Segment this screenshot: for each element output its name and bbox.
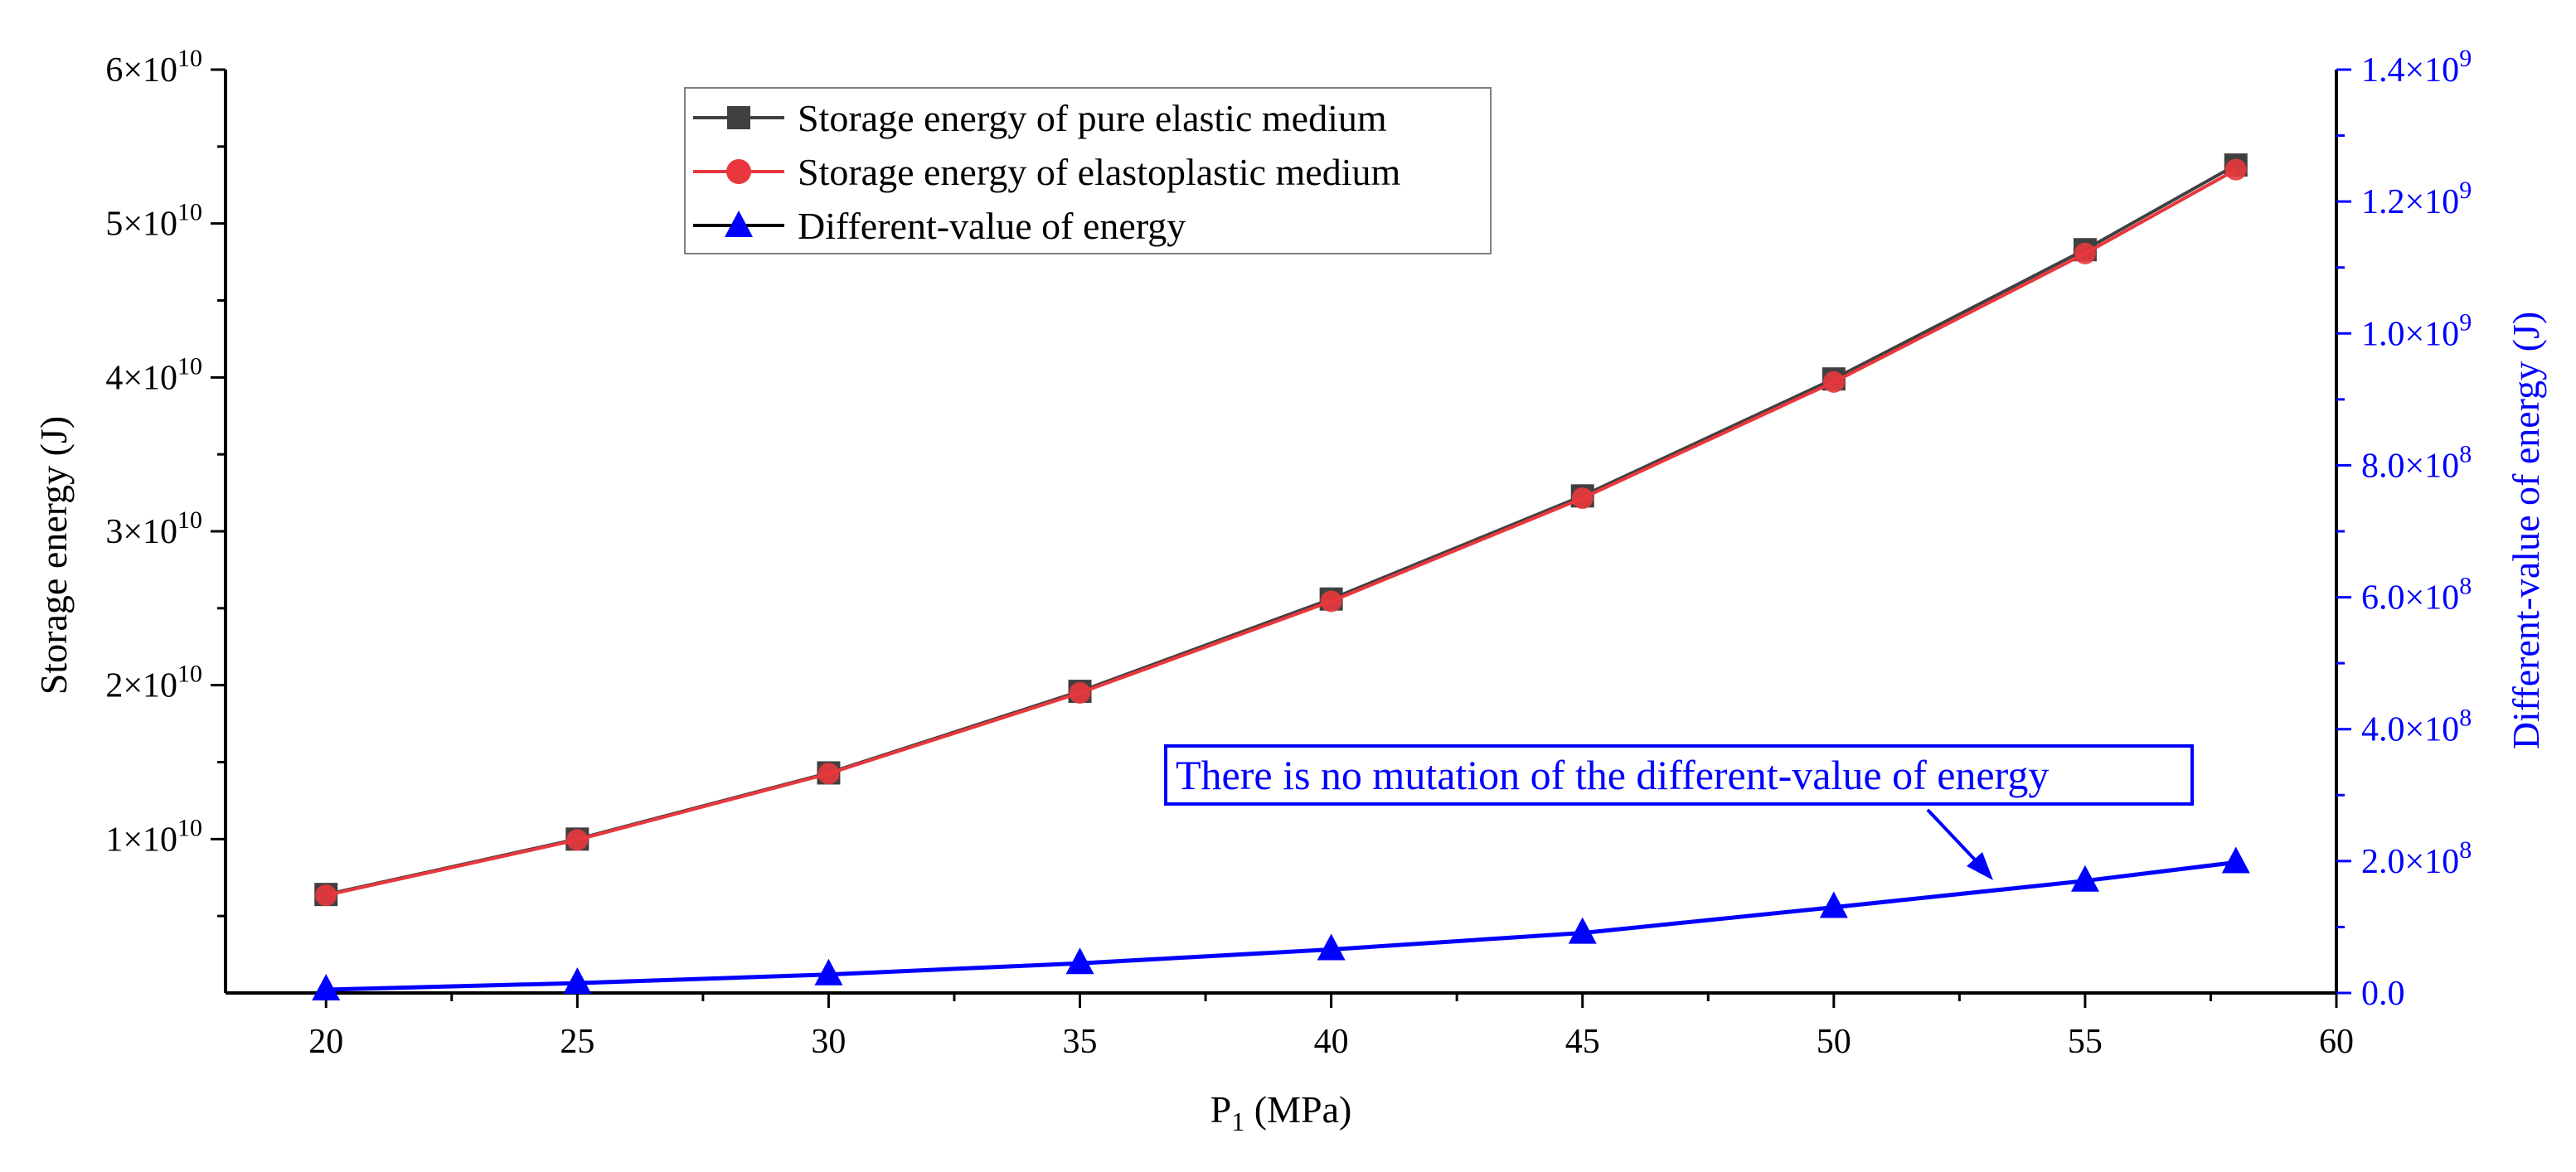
left-y-tick-label: 2×1010 bbox=[105, 661, 202, 705]
x-tick-label: 35 bbox=[1063, 1023, 1098, 1061]
annotation-arrow-head bbox=[1967, 852, 1993, 880]
triangle-marker bbox=[312, 974, 341, 1001]
left-y-tick-label: 3×1010 bbox=[105, 506, 202, 551]
left-y-axis-ticks: 1×1010 2×1010 3×1010 4×1010 5×1010 6×1010 bbox=[105, 45, 226, 918]
triangle-marker bbox=[2070, 864, 2099, 892]
circle-marker bbox=[315, 884, 337, 907]
x-tick-label: 45 bbox=[1565, 1023, 1600, 1061]
triangle-marker bbox=[1819, 891, 1848, 918]
legend-label-difference: Different-value of energy bbox=[798, 205, 1186, 247]
series-line bbox=[326, 860, 2237, 992]
series-2 bbox=[315, 158, 2247, 907]
legend-label-elastoplastic: Storage energy of elastoplastic medium bbox=[798, 151, 1401, 193]
x-axis-ticks: 20 25 30 35 40 45 50 55 60 bbox=[308, 993, 2354, 1061]
right-y-tick-label: 6.0×108 bbox=[2361, 573, 2472, 617]
right-y-tick-label: 0.0 bbox=[2361, 975, 2405, 1013]
circle-marker bbox=[1069, 681, 1091, 704]
x-tick-label: 50 bbox=[1817, 1023, 1851, 1061]
series-layer bbox=[312, 153, 2250, 1001]
right-y-tick-label: 4.0×108 bbox=[2361, 705, 2472, 749]
right-y-tick-label: 8.0×108 bbox=[2361, 440, 2472, 485]
x-tick-label: 55 bbox=[2068, 1023, 2103, 1061]
triangle-marker bbox=[563, 967, 592, 995]
x-axis-title: P1 (MPa) bbox=[1210, 1088, 1352, 1136]
triangle-marker bbox=[1568, 917, 1597, 944]
annotation-text: There is no mutation of the different-va… bbox=[1176, 752, 2049, 798]
left-y-axis-title: Storage energy (J) bbox=[32, 416, 75, 695]
legend-triangle-marker bbox=[725, 211, 753, 237]
x-tick-label: 60 bbox=[2319, 1023, 2354, 1061]
right-y-tick-label: 2.0×108 bbox=[2361, 836, 2472, 881]
circle-marker bbox=[1320, 590, 1342, 613]
series-3 bbox=[312, 846, 2250, 1001]
circle-marker bbox=[817, 763, 840, 785]
triangle-marker bbox=[814, 958, 843, 986]
circle-marker bbox=[566, 829, 589, 851]
circle-marker bbox=[1822, 370, 1845, 393]
annotation-box bbox=[1164, 744, 2194, 806]
x-tick-label: 30 bbox=[811, 1023, 846, 1061]
legend: Storage energy of pure elastic medium St… bbox=[684, 87, 1492, 254]
right-y-tick-label: 1.4×109 bbox=[2361, 45, 2472, 90]
legend-box bbox=[684, 87, 1492, 254]
annotation: There is no mutation of the different-va… bbox=[1164, 744, 2194, 880]
right-y-axis-ticks: 0.0 2.0×108 4.0×108 6.0×108 8.0×108 1.0×109 1.… bbox=[2336, 45, 2472, 1013]
triangle-marker bbox=[1065, 947, 1094, 975]
x-tick-label: 25 bbox=[560, 1023, 594, 1061]
left-y-tick-label: 1×1010 bbox=[105, 814, 202, 859]
legend-entry-difference: Different-value of energy bbox=[693, 205, 1186, 247]
triangle-marker bbox=[2221, 846, 2250, 874]
x-tick-label: 40 bbox=[1314, 1023, 1349, 1061]
right-y-axis-title: Different-value of energy (J) bbox=[2505, 312, 2547, 749]
circle-marker bbox=[1571, 487, 1594, 510]
legend-circle-marker bbox=[726, 159, 751, 184]
x-tick-label: 20 bbox=[308, 1023, 343, 1061]
right-y-tick-label: 1.0×109 bbox=[2361, 308, 2472, 353]
legend-entry-elastoplastic: Storage energy of elastoplastic medium bbox=[693, 151, 1401, 193]
right-y-tick-label: 1.2×109 bbox=[2361, 177, 2472, 221]
legend-entry-pure-elastic: Storage energy of pure elastic medium bbox=[693, 97, 1387, 139]
left-y-tick-label: 6×1010 bbox=[105, 45, 202, 90]
legend-label-pure-elastic: Storage energy of pure elastic medium bbox=[798, 97, 1387, 139]
circle-marker bbox=[2074, 242, 2096, 264]
legend-square-marker bbox=[727, 106, 750, 129]
triangle-marker bbox=[1317, 933, 1346, 961]
left-y-tick-label: 5×1010 bbox=[105, 199, 202, 244]
left-y-tick-label: 4×1010 bbox=[105, 352, 202, 397]
circle-marker bbox=[2224, 158, 2247, 181]
